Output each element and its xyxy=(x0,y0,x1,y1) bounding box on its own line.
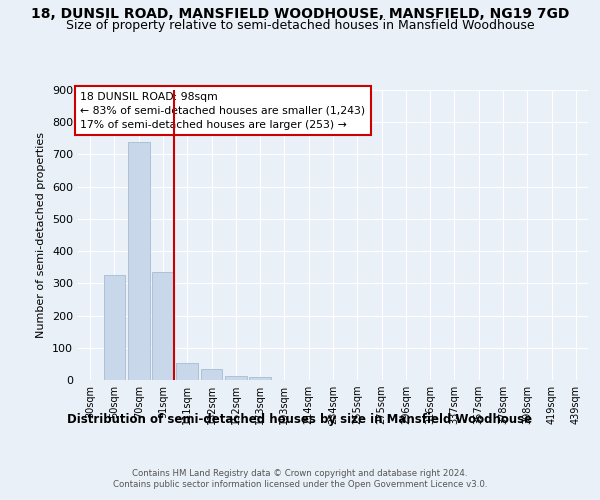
Bar xyxy=(104,276,125,380)
Text: 18, DUNSIL ROAD, MANSFIELD WOODHOUSE, MANSFIELD, NG19 7GD: 18, DUNSIL ROAD, MANSFIELD WOODHOUSE, MA… xyxy=(31,8,569,22)
Text: 18 DUNSIL ROAD: 98sqm
← 83% of semi-detached houses are smaller (1,243)
17% of s: 18 DUNSIL ROAD: 98sqm ← 83% of semi-deta… xyxy=(80,92,365,130)
Y-axis label: Number of semi-detached properties: Number of semi-detached properties xyxy=(37,132,46,338)
Text: Size of property relative to semi-detached houses in Mansfield Woodhouse: Size of property relative to semi-detach… xyxy=(65,18,535,32)
Bar xyxy=(225,376,247,380)
Text: Contains HM Land Registry data © Crown copyright and database right 2024.: Contains HM Land Registry data © Crown c… xyxy=(132,469,468,478)
Bar xyxy=(249,377,271,380)
Bar xyxy=(128,142,149,380)
Bar xyxy=(200,368,223,380)
Text: Contains public sector information licensed under the Open Government Licence v3: Contains public sector information licen… xyxy=(113,480,487,489)
Bar xyxy=(152,272,174,380)
Bar xyxy=(176,363,198,380)
Text: Distribution of semi-detached houses by size in Mansfield Woodhouse: Distribution of semi-detached houses by … xyxy=(67,412,533,426)
